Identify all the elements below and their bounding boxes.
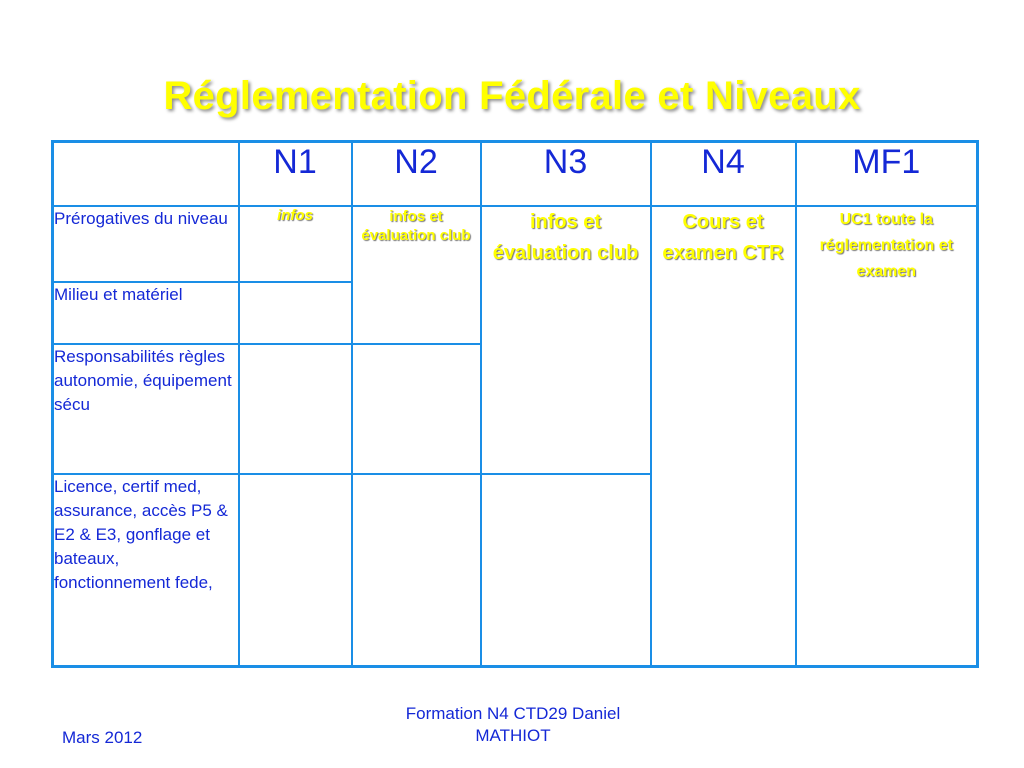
n2-licence-cell xyxy=(350,472,482,668)
header-corner-cell xyxy=(51,140,240,207)
row-label-licence: Licence, certif med, assurance, accès P5… xyxy=(51,472,240,668)
table-row: Prérogatives du niveau infos infos et év… xyxy=(51,204,979,668)
row-label-responsabilites: Responsabilités règles autonomie, équipe… xyxy=(51,342,240,475)
header-n1: N1 xyxy=(237,140,353,207)
footer-author: Formation N4 CTD29 Daniel MATHIOT xyxy=(405,704,621,745)
row-label-prerogatives: Prérogatives du niveau xyxy=(51,204,240,283)
header-mf1: MF1 xyxy=(794,140,979,207)
n3-licence-cell xyxy=(479,472,652,668)
n2-responsabilites-cell xyxy=(350,342,482,475)
row-label-milieu: Milieu et matériel xyxy=(51,280,240,345)
table-row: Licence, certif med, assurance, accès P5… xyxy=(51,472,978,668)
table-row: Responsabilités règles autonomie, équipe… xyxy=(51,342,978,475)
header-n2: N2 xyxy=(350,140,482,207)
regulation-table: N1 N2 N3 N4 MF1 Prérogatives du niveau i… xyxy=(51,140,979,668)
n2-merged-cell: infos et évaluation club xyxy=(350,204,482,345)
header-n3: N3 xyxy=(479,140,652,207)
footer-date: Mars 2012 xyxy=(62,728,143,747)
slide-title: Réglementation Fédérale et Niveaux xyxy=(163,74,861,118)
table-header-row: N1 N2 N3 N4 MF1 xyxy=(51,140,979,207)
n1-milieu-cell xyxy=(237,280,353,345)
header-n4: N4 xyxy=(649,140,797,207)
n1-prerogatives-cell: infos xyxy=(237,204,353,283)
n1-responsabilites-cell xyxy=(237,342,353,475)
table-row: Milieu et matériel xyxy=(51,280,978,345)
n1-licence-cell xyxy=(237,472,353,668)
mf1-merged-cell: UC1 toute la réglementation et examen xyxy=(794,204,979,668)
n4-merged-cell: Cours et examen CTR xyxy=(649,204,797,668)
n3-merged-cell: infos et évaluation club xyxy=(479,204,652,475)
